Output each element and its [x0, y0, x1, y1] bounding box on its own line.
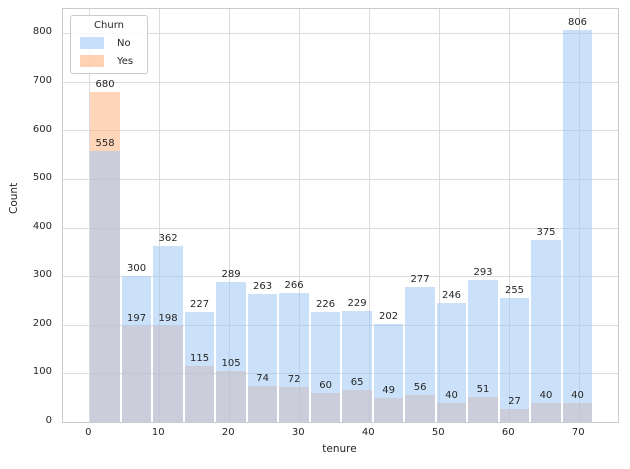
bar-no-bin6: [279, 292, 309, 422]
gridline-y-100: [63, 373, 618, 375]
y-tick-label-400: 400: [32, 220, 52, 232]
gridline-x-60: [509, 9, 511, 422]
bar-label-yes-bin8: 65: [350, 377, 364, 389]
bar-label-yes-bin13: 27: [508, 395, 521, 407]
bar-no-bin4: [216, 281, 246, 422]
bar-label-no-bin7: 226: [316, 299, 336, 311]
bar-label-yes-bin5: 74: [256, 373, 269, 384]
bar-label-no-bin15: 806: [567, 17, 588, 29]
bar-label-no-bin12: 293: [473, 266, 493, 278]
y-tick-label-300: 300: [32, 269, 52, 281]
bar-label-yes-bin1: 197: [127, 313, 147, 325]
bar-label-no-bin10: 277: [410, 274, 430, 286]
bar-label-no-bin6: 266: [284, 279, 304, 291]
y-tick-label-800: 800: [32, 26, 52, 38]
gridline-y-500: [63, 179, 618, 181]
bar-label-yes-bin15: 40: [571, 389, 584, 401]
bar-label-no-bin1: 300: [127, 263, 147, 275]
bar-label-yes-bin4: 105: [221, 358, 241, 369]
gridline-x-20: [229, 9, 231, 422]
bar-no-bin8: [342, 310, 372, 422]
bar-no-bin7: [310, 312, 341, 422]
gridline-y-300: [63, 276, 618, 278]
gridline-x-30: [299, 9, 301, 422]
bar-label-yes-bin10: 56: [413, 381, 427, 393]
bar-label-no-bin5: 263: [253, 281, 273, 293]
bar-no-bin14: [531, 239, 561, 422]
y-axis-label: Count: [8, 182, 20, 214]
bar-label-no-bin0: 558: [95, 137, 115, 149]
y-tick-label-0: 0: [45, 415, 52, 426]
bar-label-no-bin13: 255: [504, 285, 525, 297]
x-tick-label-70: 70: [571, 427, 585, 438]
gridline-y-600: [63, 130, 618, 132]
x-tick-label-20: 20: [221, 427, 235, 438]
gridline-x-0: [89, 9, 91, 422]
y-tick-label-500: 500: [32, 172, 52, 184]
bar-no-bin3: [184, 311, 215, 422]
bar-label-no-bin4: 289: [221, 268, 241, 280]
bar-label-no-bin14: 375: [536, 226, 556, 238]
legend-swatch-yes-icon: [80, 55, 104, 67]
legend-entry-no: No: [80, 37, 138, 49]
bar-label-yes-bin0: 680: [95, 78, 115, 90]
x-tick-label-30: 30: [291, 427, 305, 438]
gridline-x-40: [369, 9, 371, 422]
bar-no-bin11: [436, 302, 467, 422]
y-tick-label-600: 600: [32, 123, 52, 135]
x-axis-label: tenure: [322, 443, 357, 455]
bar-label-yes-bin7: 60: [319, 379, 332, 391]
bar-label-no-bin8: 229: [347, 297, 367, 309]
bar-label-no-bin3: 227: [190, 298, 210, 310]
bar-no-bin12: [468, 279, 498, 422]
bar-label-no-bin2: 362: [158, 233, 178, 245]
bar-label-no-bin11: 246: [441, 289, 462, 301]
gridline-x-10: [159, 9, 161, 422]
bar-label-yes-bin12: 51: [476, 384, 490, 396]
x-tick-label-10: 10: [151, 427, 165, 438]
bar-label-no-bin9: 202: [379, 310, 399, 322]
legend-title: Churn: [94, 20, 124, 31]
legend-label-no: No: [117, 37, 131, 49]
x-tick-label-40: 40: [361, 427, 375, 438]
bar-no-bin13: [499, 298, 530, 422]
x-tick-label-0: 0: [85, 427, 92, 438]
x-tick-label-60: 60: [501, 427, 515, 438]
y-tick-label-700: 700: [32, 74, 52, 86]
gridline-x-50: [439, 9, 441, 422]
bar-label-yes-bin11: 40: [445, 389, 458, 401]
bar-label-yes-bin3: 115: [190, 353, 210, 365]
legend-label-yes: Yes: [117, 55, 134, 67]
gridline-y-700: [63, 81, 618, 83]
bar-no-bin1: [121, 276, 152, 422]
legend-entry-yes: Yes: [80, 55, 138, 67]
legend-swatch-no-icon: [80, 37, 104, 49]
bar-no-bin0: [90, 150, 120, 422]
x-tick-label-50: 50: [431, 427, 445, 438]
bar-label-yes-bin14: 40: [539, 389, 553, 401]
bar-label-yes-bin2: 198: [158, 312, 178, 324]
gridline-y-400: [63, 227, 618, 229]
y-tick-label-100: 100: [32, 366, 52, 378]
bar-no-bin2: [153, 246, 183, 422]
gridline-y-800: [63, 33, 618, 35]
bar-label-yes-bin6: 72: [287, 374, 301, 385]
legend: Churn No Yes: [70, 15, 148, 74]
bar-label-yes-bin9: 49: [382, 385, 395, 397]
y-tick-label-200: 200: [32, 317, 52, 329]
plot-area: Churn No Yes 680 197 198 115 105 74 72 60 65 49 56…: [62, 8, 619, 423]
bar-no-bin5: [247, 294, 278, 422]
bar-no-bin9: [373, 323, 404, 422]
gridline-y-200: [63, 324, 618, 326]
bar-no-bin10: [405, 287, 435, 422]
bar-no-bin15: [562, 30, 593, 422]
